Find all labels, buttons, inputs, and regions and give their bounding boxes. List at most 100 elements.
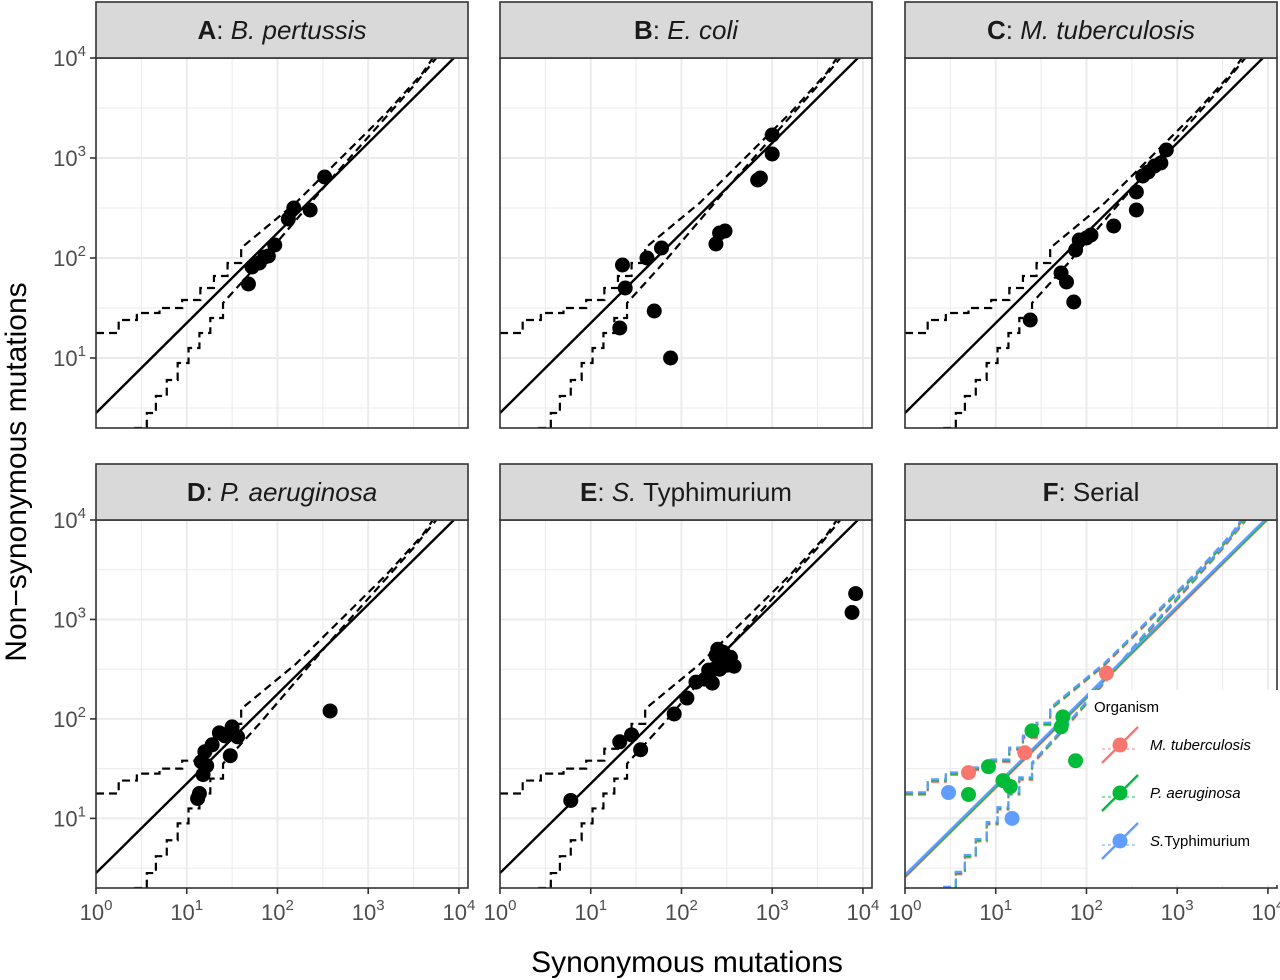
- data-point: [302, 202, 318, 218]
- data-points: [941, 665, 1114, 826]
- panel-background: [96, 520, 468, 888]
- panel-background: [96, 58, 468, 428]
- data-point: [222, 748, 238, 764]
- strip-background: [499, 463, 873, 521]
- data-point: [317, 169, 333, 185]
- y-tick-label: 102: [53, 704, 86, 732]
- point-m-tuberculosis: [1017, 745, 1033, 761]
- strip-label: C: M. tuberculosis: [987, 15, 1195, 45]
- panel-background: [500, 58, 872, 428]
- point-p-aeruginosa: [1024, 723, 1040, 739]
- reference-line-lower-dashed: [538, 520, 842, 888]
- data-points: [1022, 142, 1174, 328]
- reference-line-upper-dashed: [905, 58, 1244, 335]
- data-point: [717, 223, 733, 239]
- data-point: [563, 792, 579, 808]
- data-points: [612, 127, 780, 366]
- reference-line-solid: [96, 520, 456, 874]
- strip-letter: D: [187, 477, 206, 507]
- data-point: [612, 320, 628, 336]
- y-tick-label: 103: [53, 604, 86, 632]
- strip-background: [95, 1, 469, 59]
- gridlines: [500, 58, 872, 428]
- legend-key-point: [1112, 737, 1128, 753]
- reference-line-lower-dashed: [134, 520, 438, 888]
- data-point: [848, 586, 864, 602]
- data-points: [240, 169, 333, 292]
- point-p-aeruginosa: [980, 759, 996, 775]
- reference-lines: [500, 58, 860, 428]
- strip-background: [904, 463, 1278, 521]
- strip-letter: B: [634, 15, 653, 45]
- strip-background: [904, 1, 1278, 59]
- point-s-typhimurium: [941, 785, 957, 801]
- data-point: [1106, 218, 1122, 234]
- reference-lines: [96, 58, 456, 428]
- legend-title: Organism: [1094, 699, 1159, 716]
- data-point: [663, 350, 679, 366]
- strip-letter: F: [1043, 477, 1059, 507]
- y-tick-label: 103: [53, 143, 86, 171]
- x-tick-label: 104: [847, 897, 880, 925]
- reference-line-lower-dashed: [134, 58, 438, 428]
- x-tick-label: 103: [352, 897, 385, 925]
- x-tick-label: 103: [756, 897, 789, 925]
- gridlines: [96, 520, 468, 888]
- y-axis-title: Non−synonymous mutations: [0, 282, 33, 661]
- data-point: [844, 604, 860, 620]
- x-tick-label: 104: [1252, 897, 1280, 925]
- data-point: [240, 276, 256, 292]
- strip-background: [95, 463, 469, 521]
- data-point: [1083, 227, 1099, 243]
- reference-line-upper-dashed: [500, 58, 839, 335]
- strip-organism-plain: Serial: [1073, 477, 1139, 507]
- gridlines: [96, 58, 468, 428]
- reference-line-upper-dashed: [905, 520, 1243, 794]
- data-point: [614, 257, 630, 273]
- strip-organism-italic: S.: [612, 477, 637, 507]
- reference-line-lower-dashed: [538, 58, 842, 428]
- strip-separator: :: [597, 477, 611, 507]
- data-point: [617, 280, 633, 296]
- point-s-typhimurium: [1004, 810, 1020, 826]
- reference-line-upper-dashed: [96, 58, 435, 335]
- legend-label: M. tuberculosis: [1150, 737, 1251, 754]
- data-points: [563, 586, 864, 808]
- legend-label: S.Typhimurium: [1150, 833, 1250, 850]
- y-tick-label: 101: [53, 803, 86, 831]
- y-tick-label: 101: [53, 343, 86, 371]
- reference-line-solid: [500, 520, 860, 874]
- strip-separator: :: [216, 15, 230, 45]
- data-points: [190, 703, 338, 806]
- data-point: [322, 703, 338, 719]
- strip-label: E: S. Typhimurium: [580, 477, 792, 507]
- point-p-aeruginosa: [961, 787, 977, 803]
- strip-separator: :: [1058, 477, 1072, 507]
- strip-letter: E: [580, 477, 597, 507]
- x-tick-label: 101: [574, 897, 607, 925]
- panels-layer: A: B. pertussis 101 102 103 104 B: E. coli C: …: [53, 1, 1280, 925]
- data-point: [654, 240, 670, 256]
- strip-organism-italic: M. tuberculosis: [1020, 15, 1195, 45]
- data-point: [1022, 312, 1038, 328]
- reference-line-lower-dashed: [943, 520, 1246, 888]
- data-point: [191, 786, 207, 802]
- data-point: [1128, 202, 1144, 218]
- reference-line-solid: [500, 58, 860, 414]
- legend-label: P. aeruginosa: [1150, 785, 1241, 802]
- x-tick-label: 101: [170, 897, 203, 925]
- strip-separator: :: [1006, 15, 1020, 45]
- y-tick-label: 104: [53, 43, 86, 71]
- reference-line-solid: [96, 58, 456, 414]
- strip-organism-italic: E. coli: [667, 15, 739, 45]
- x-tick-label: 100: [484, 897, 517, 925]
- strip-separator: :: [653, 15, 667, 45]
- panel-E: E: S. Typhimurium 100 101 102 103 104: [484, 463, 880, 925]
- data-point: [764, 146, 780, 162]
- x-axis-title: Synonymous mutations: [531, 946, 843, 979]
- point-p-aeruginosa: [1002, 779, 1018, 795]
- data-point: [267, 237, 283, 253]
- data-point: [260, 248, 276, 264]
- x-tick-label: 100: [889, 897, 922, 925]
